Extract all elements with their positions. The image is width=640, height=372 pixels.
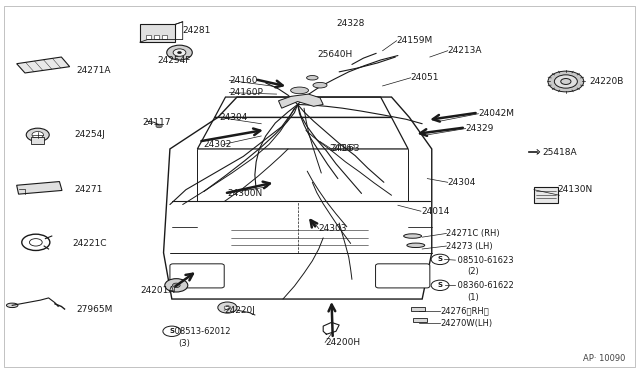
Text: (2): (2) [467, 267, 479, 276]
Text: 24130N: 24130N [557, 185, 593, 194]
FancyBboxPatch shape [534, 187, 558, 203]
Text: 24304: 24304 [448, 178, 476, 187]
Text: S: S [438, 256, 442, 262]
Polygon shape [164, 97, 432, 299]
Ellipse shape [6, 303, 18, 308]
Text: 24254F: 24254F [157, 56, 191, 65]
Circle shape [548, 71, 584, 92]
Circle shape [173, 49, 186, 56]
Text: 25640H: 25640H [317, 50, 353, 59]
Text: 24200H: 24200H [325, 338, 360, 347]
Text: 24201A: 24201A [140, 286, 174, 295]
Circle shape [167, 45, 192, 60]
Ellipse shape [307, 76, 318, 80]
FancyBboxPatch shape [411, 307, 425, 311]
Text: 24213A: 24213A [448, 46, 482, 55]
Text: 24220B: 24220B [589, 77, 624, 86]
Text: 24303: 24303 [319, 224, 348, 233]
Circle shape [173, 283, 180, 288]
Text: 24220J: 24220J [224, 306, 255, 315]
Text: 24329: 24329 [466, 124, 494, 133]
Circle shape [561, 78, 571, 84]
Text: 08510-61623: 08510-61623 [456, 256, 514, 264]
FancyBboxPatch shape [31, 137, 44, 144]
Text: 24160P: 24160P [229, 88, 263, 97]
Polygon shape [17, 182, 62, 194]
Ellipse shape [404, 234, 422, 238]
Text: 24159M: 24159M [397, 36, 433, 45]
Text: 24051: 24051 [411, 73, 439, 82]
Text: 24271C (RH): 24271C (RH) [447, 229, 500, 238]
Text: 08360-61622: 08360-61622 [456, 281, 514, 290]
Text: 25418A: 25418A [542, 148, 577, 157]
Text: 24276（RH）: 24276（RH） [440, 307, 489, 316]
Text: 24328: 24328 [337, 19, 365, 28]
Text: 24014: 24014 [421, 207, 449, 216]
Text: 2416³: 2416³ [330, 144, 356, 153]
Text: 24254J: 24254J [74, 129, 105, 139]
Circle shape [431, 280, 449, 291]
Text: S: S [170, 328, 174, 334]
Text: 24273 (LH): 24273 (LH) [447, 241, 493, 250]
Text: 24302: 24302 [204, 140, 232, 149]
Ellipse shape [313, 83, 327, 88]
Text: 08513-62012: 08513-62012 [172, 327, 230, 336]
Text: 24160: 24160 [229, 76, 258, 85]
Text: 24163: 24163 [332, 144, 360, 153]
Circle shape [165, 279, 188, 292]
Text: 24300N: 24300N [227, 189, 262, 198]
Circle shape [554, 75, 577, 88]
Text: S: S [438, 282, 442, 288]
Circle shape [156, 124, 163, 128]
Circle shape [26, 128, 49, 141]
Circle shape [177, 51, 181, 54]
FancyBboxPatch shape [140, 25, 175, 42]
Text: 27965M: 27965M [76, 305, 113, 314]
FancyBboxPatch shape [413, 318, 427, 323]
Text: 24042M: 24042M [478, 109, 515, 118]
Text: 24221C: 24221C [72, 239, 107, 248]
FancyBboxPatch shape [376, 264, 430, 288]
Ellipse shape [291, 87, 308, 94]
FancyBboxPatch shape [162, 35, 167, 39]
Text: 24117: 24117 [143, 118, 171, 127]
FancyBboxPatch shape [147, 35, 152, 39]
Ellipse shape [407, 243, 425, 247]
Text: (3): (3) [178, 339, 190, 348]
Circle shape [32, 132, 44, 138]
Circle shape [431, 254, 449, 264]
Circle shape [163, 326, 180, 336]
Text: (1): (1) [467, 293, 479, 302]
Text: 24271A: 24271A [76, 66, 111, 75]
Text: 24281: 24281 [182, 26, 211, 35]
Polygon shape [17, 57, 70, 73]
Circle shape [224, 306, 230, 310]
Polygon shape [278, 94, 323, 108]
FancyBboxPatch shape [170, 264, 224, 288]
Text: 24271: 24271 [74, 185, 102, 194]
FancyBboxPatch shape [154, 35, 159, 39]
Text: 24270W(LH): 24270W(LH) [440, 319, 492, 328]
Text: AP· 10090: AP· 10090 [583, 354, 625, 363]
Text: 24304: 24304 [219, 113, 248, 122]
Circle shape [218, 302, 237, 313]
